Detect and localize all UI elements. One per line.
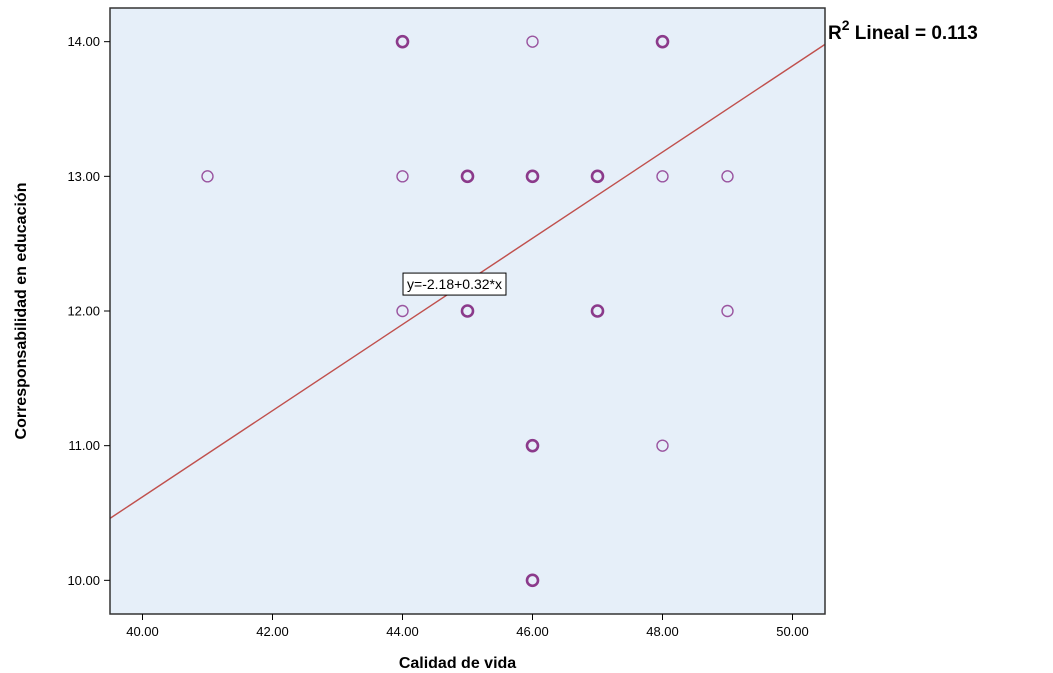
x-axis-title: Calidad de vida <box>399 655 516 672</box>
data-point <box>396 304 409 318</box>
r-squared-label: R2 Lineal = 0.113 <box>828 17 978 44</box>
data-point <box>395 34 410 49</box>
data-point <box>656 170 669 183</box>
y-tick-label: 13.00 <box>67 169 100 184</box>
r-squared-value: Lineal = 0.113 <box>850 23 978 44</box>
y-axis-title: Corresponsabilidad en educación <box>13 183 30 440</box>
data-point <box>655 34 670 49</box>
x-axis: 40.00 42.00 44.00 46.00 48.00 50.00 <box>126 614 809 639</box>
r-squared-prefix: R <box>828 23 842 44</box>
data-point <box>721 170 734 183</box>
y-axis: 10.00 11.00 12.00 13.00 14.00 <box>67 34 110 588</box>
data-point <box>590 169 605 184</box>
x-tick-label: 44.00 <box>386 624 419 639</box>
data-point <box>525 169 540 184</box>
y-tick-label: 10.00 <box>67 573 100 588</box>
data-point <box>460 169 475 184</box>
y-tick-label: 11.00 <box>68 438 100 453</box>
data-point <box>525 573 540 588</box>
data-point <box>460 304 475 318</box>
y-tick-label: 12.00 <box>67 304 100 319</box>
r-squared-superscript: 2 <box>842 17 850 33</box>
x-tick-label: 40.00 <box>126 624 159 639</box>
data-point <box>721 304 734 318</box>
y-tick-label: 14.00 <box>67 34 100 49</box>
x-tick-label: 48.00 <box>646 624 679 639</box>
data-point <box>590 304 605 318</box>
plot-area <box>110 8 825 614</box>
x-tick-label: 46.00 <box>516 624 549 639</box>
data-point <box>201 170 214 183</box>
points-layer <box>201 34 734 588</box>
data-point <box>656 439 669 452</box>
data-point <box>396 170 409 183</box>
data-point <box>525 438 540 453</box>
fit-equation-box: y=-2.18+0.32*x <box>402 272 507 296</box>
x-tick-label: 42.00 <box>256 624 289 639</box>
x-tick-label: 50.00 <box>776 624 809 639</box>
data-point <box>526 35 539 48</box>
fit-equation-label: y=-2.18+0.32*x <box>407 276 502 292</box>
fit-equation-frame <box>402 272 507 296</box>
